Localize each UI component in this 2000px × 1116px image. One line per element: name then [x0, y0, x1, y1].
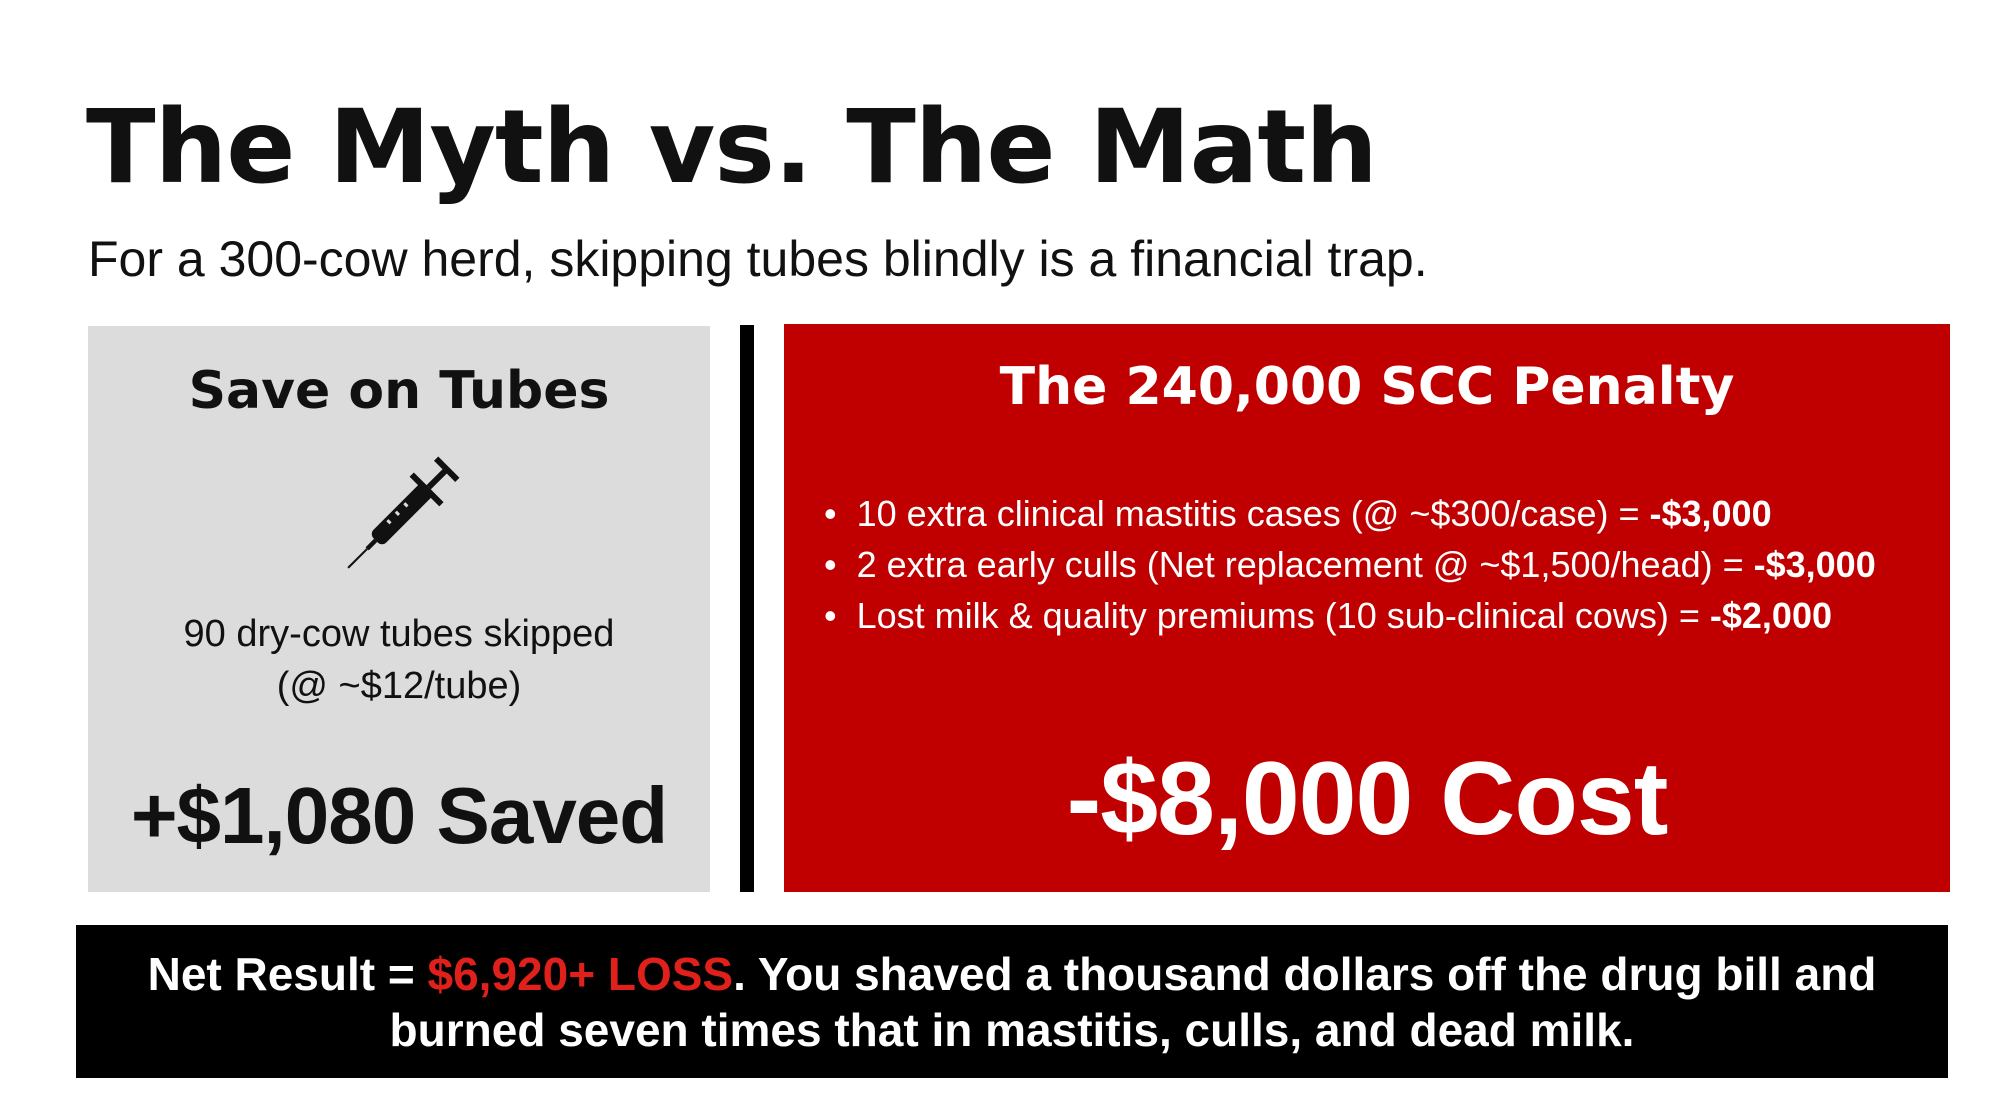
net-result-text: Net Result = $6,920+ LOSS. You shaved a … — [92, 946, 1932, 1058]
penalty-panel: The 240,000 SCC Penalty 10 extra clinica… — [784, 324, 1950, 892]
syringe-icon — [347, 456, 460, 569]
vertical-divider — [740, 325, 754, 892]
penalty-list: 10 extra clinical mastitis cases (@ ~$30… — [784, 488, 1950, 641]
penalty-item-amount: -$3,000 — [1649, 493, 1772, 534]
penalty-item-text: 10 extra clinical mastitis cases (@ ~$30… — [856, 493, 1650, 534]
subtitle: For a 300-cow herd, skipping tubes blind… — [88, 231, 1428, 287]
savings-result: +$1,080 Saved — [130, 771, 668, 860]
savings-desc-line1: 90 dry-cow tubes skipped — [183, 613, 615, 655]
page-title: The Myth vs. The Math — [86, 88, 1378, 207]
savings-description: 90 dry-cow tubes skipped (@ ~$12/tube) — [184, 608, 615, 712]
savings-panel: Save on Tubes 90 dry-cow tubes skipped (… — [88, 326, 710, 892]
savings-heading: Save on Tubes — [188, 361, 610, 421]
penalty-item-amount: -$2,000 — [1709, 595, 1832, 636]
net-result-suffix: . You shaved a thousand dollars off the … — [389, 947, 1877, 1056]
penalty-result: -$8,000 Cost — [1066, 741, 1669, 857]
net-result-prefix: Net Result = — [147, 947, 428, 1000]
penalty-item-text: Lost milk & quality premiums (10 sub-cli… — [856, 595, 1710, 636]
net-result-banner: Net Result = $6,920+ LOSS. You shaved a … — [76, 925, 1948, 1078]
penalty-item: 10 extra clinical mastitis cases (@ ~$30… — [824, 488, 1930, 539]
net-loss-amount: $6,920+ LOSS — [427, 947, 734, 1000]
savings-desc-line2: (@ ~$12/tube) — [276, 665, 522, 707]
penalty-item-amount: -$3,000 — [1753, 544, 1876, 585]
penalty-item: 2 extra early culls (Net replacement @ ~… — [824, 539, 1930, 590]
penalty-item-text: 2 extra early culls (Net replacement @ ~… — [856, 544, 1754, 585]
penalty-item: Lost milk & quality premiums (10 sub-cli… — [824, 590, 1930, 641]
penalty-heading: The 240,000 SCC Penalty — [999, 357, 1735, 417]
